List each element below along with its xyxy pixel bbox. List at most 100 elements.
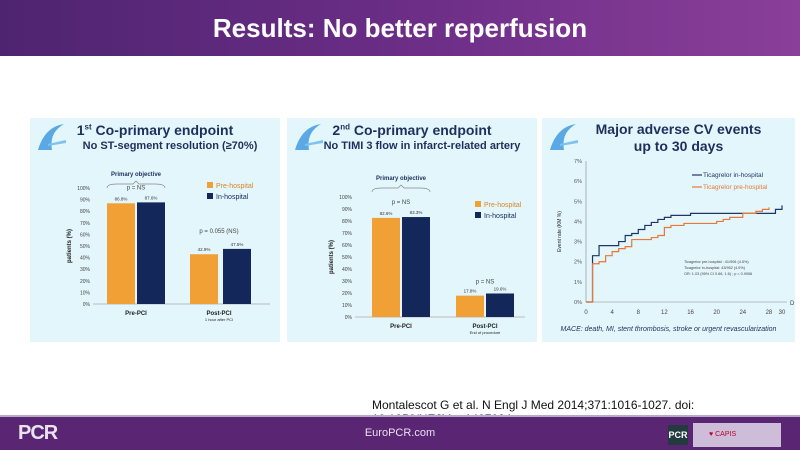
y-tick-label: 1% bbox=[574, 280, 582, 286]
y-tick-label: 6% bbox=[574, 179, 582, 185]
x-tick-label: 12 bbox=[661, 310, 668, 316]
y-tick-label: 7% bbox=[574, 159, 582, 165]
category-label: Post-PCI bbox=[472, 324, 497, 330]
y-tick-label: 0% bbox=[574, 300, 582, 306]
legend-label: Pre-hospital bbox=[216, 183, 254, 190]
y-tick-label: 90% bbox=[342, 207, 353, 213]
panel-title: 1st Co-primary endpoint bbox=[76, 122, 234, 138]
y-tick-label: 60% bbox=[80, 232, 91, 238]
bar-pre-hospital bbox=[372, 217, 400, 317]
legend-label: Ticagrelor in-hospital bbox=[703, 172, 764, 179]
bracket bbox=[106, 180, 166, 189]
p-value-label: p = 0.055 (NS) bbox=[199, 229, 238, 235]
europcr-logo: PCR bbox=[18, 422, 58, 444]
y-tick-label: 100% bbox=[339, 195, 352, 201]
y-tick-label: 60% bbox=[342, 243, 353, 249]
bar-value-label: 86.8% bbox=[115, 196, 128, 201]
partner-logo: ♥ CAPIS bbox=[693, 423, 781, 447]
legend-swatch bbox=[207, 182, 213, 188]
y-tick-label: 20% bbox=[342, 291, 353, 297]
y-axis-label: patients (%) bbox=[329, 240, 335, 274]
category-sublabel: 1 hour after PCI bbox=[205, 317, 233, 322]
km-curve-pre-hospital bbox=[586, 207, 770, 303]
y-tick-label: 4% bbox=[574, 219, 582, 225]
bar-pre-hospital bbox=[107, 203, 135, 304]
stats-annotation: OR: 1.03 (95% CI 0.66, 1.6) ; p = 0.9056 bbox=[684, 272, 752, 276]
y-tick-label: 3% bbox=[574, 240, 582, 246]
trial-logo-icon bbox=[550, 124, 578, 150]
stats-annotation: Ticagrelor pre-hospital : 41/906 (4.5%) bbox=[684, 260, 749, 264]
category-label: Pre-PCI bbox=[125, 311, 147, 317]
panel-subtitle: No TIMI 3 flow in infarct-related artery bbox=[323, 140, 521, 152]
panel-title: 2nd Co-primary endpoint bbox=[332, 122, 492, 138]
x-tick-label: 20 bbox=[713, 310, 720, 316]
x-tick-label: 24 bbox=[739, 310, 746, 316]
bar-in-hospital bbox=[137, 202, 165, 304]
category-sublabel: End of procedure bbox=[470, 330, 501, 335]
pcr-badge-logo: PCR bbox=[668, 425, 688, 445]
bar-in-hospital bbox=[486, 293, 514, 317]
panel-st-resolution: 1st Co-primary endpoint No ST-segment re… bbox=[30, 118, 280, 342]
title-bar: Results: No better reperfusion bbox=[0, 0, 800, 56]
y-tick-label: 10% bbox=[342, 303, 353, 309]
y-tick-label: 40% bbox=[342, 267, 353, 273]
y-tick-label: 30% bbox=[80, 267, 91, 273]
panel-title-line2: up to 30 days bbox=[633, 138, 724, 154]
trial-logo-icon bbox=[38, 124, 66, 150]
x-tick-label: 4 bbox=[610, 310, 614, 316]
x-tick-label: 16 bbox=[687, 310, 694, 316]
category-label: Pre-PCI bbox=[390, 324, 412, 330]
p-value-label: p = NS bbox=[127, 185, 146, 191]
bar-value-label: 82.6% bbox=[380, 211, 393, 216]
panel-mace: Major adverse CV events up to 30 days 0%… bbox=[542, 118, 795, 342]
x-tick-label: 30 bbox=[779, 310, 786, 316]
bar-value-label: 42.9% bbox=[198, 247, 211, 252]
x-tick-label: 8 bbox=[637, 310, 641, 316]
y-tick-label: 70% bbox=[342, 231, 353, 237]
bar-chart-st-resolution: 0% 10% 20% 30% 40% 50% 60% 70% 80% 90% 100% patient… bbox=[67, 172, 270, 322]
panel-timi-flow: 2nd Co-primary endpoint No TIMI 3 flow i… bbox=[287, 118, 537, 342]
bracket bbox=[371, 184, 431, 193]
category-label: Post-PCI bbox=[206, 311, 231, 317]
footer-site-link[interactable]: EuroPCR.com bbox=[364, 427, 436, 439]
bar-value-label: 47.5% bbox=[231, 242, 244, 247]
bar-value-label: 19.6% bbox=[494, 286, 507, 291]
y-tick-label: 2% bbox=[574, 260, 582, 266]
y-tick-label: 80% bbox=[342, 219, 353, 225]
y-tick-label: 10% bbox=[80, 290, 91, 296]
legend-swatch bbox=[475, 212, 481, 218]
panel-subtitle: No ST-segment resolution (≥70%) bbox=[82, 140, 258, 152]
y-tick-label: 50% bbox=[80, 244, 91, 250]
y-axis-label: patients (%) bbox=[67, 229, 73, 263]
p-value-label: p = NS bbox=[392, 200, 411, 206]
bar-in-hospital bbox=[223, 248, 251, 304]
y-tick-label: 50% bbox=[342, 255, 353, 261]
legend-label: Pre-hospital bbox=[484, 202, 522, 209]
slide-title: Results: No better reperfusion bbox=[212, 12, 588, 43]
stats-annotation: Ticagrelor in-hospital: 43/952 (4.5%) bbox=[684, 266, 746, 270]
y-tick-label: 30% bbox=[342, 279, 353, 285]
panel-title-line1: Major adverse CV events bbox=[595, 121, 762, 137]
legend-label: In-hospital bbox=[216, 194, 249, 201]
bar-pre-hospital bbox=[456, 295, 484, 317]
y-tick-label: 70% bbox=[80, 221, 91, 227]
x-tick-label: 0 bbox=[584, 310, 588, 316]
bar-value-label: 83.3% bbox=[410, 210, 423, 215]
x-axis-end-label: D bbox=[790, 301, 795, 307]
y-tick-label: 80% bbox=[80, 209, 91, 215]
trial-logo-icon bbox=[295, 124, 323, 150]
p-value-label: p = NS bbox=[476, 279, 495, 285]
legend-swatch bbox=[475, 201, 481, 207]
km-curve-in-hospital bbox=[586, 205, 783, 303]
y-tick-label: 20% bbox=[80, 279, 91, 285]
y-tick-label: 90% bbox=[80, 198, 91, 204]
bar-pre-hospital bbox=[190, 254, 218, 304]
footer: PCR EuroPCR.com PCR ♥ CAPIS bbox=[0, 415, 800, 450]
y-tick-label: 0% bbox=[345, 315, 353, 321]
y-axis-label: Event rate (KM %) bbox=[557, 211, 563, 252]
bar-value-label: 87.6% bbox=[145, 195, 158, 200]
x-tick-label: 28 bbox=[766, 310, 773, 316]
legend-swatch bbox=[207, 193, 213, 199]
legend-label: In-hospital bbox=[484, 213, 517, 220]
y-tick-label: 0% bbox=[83, 302, 91, 308]
